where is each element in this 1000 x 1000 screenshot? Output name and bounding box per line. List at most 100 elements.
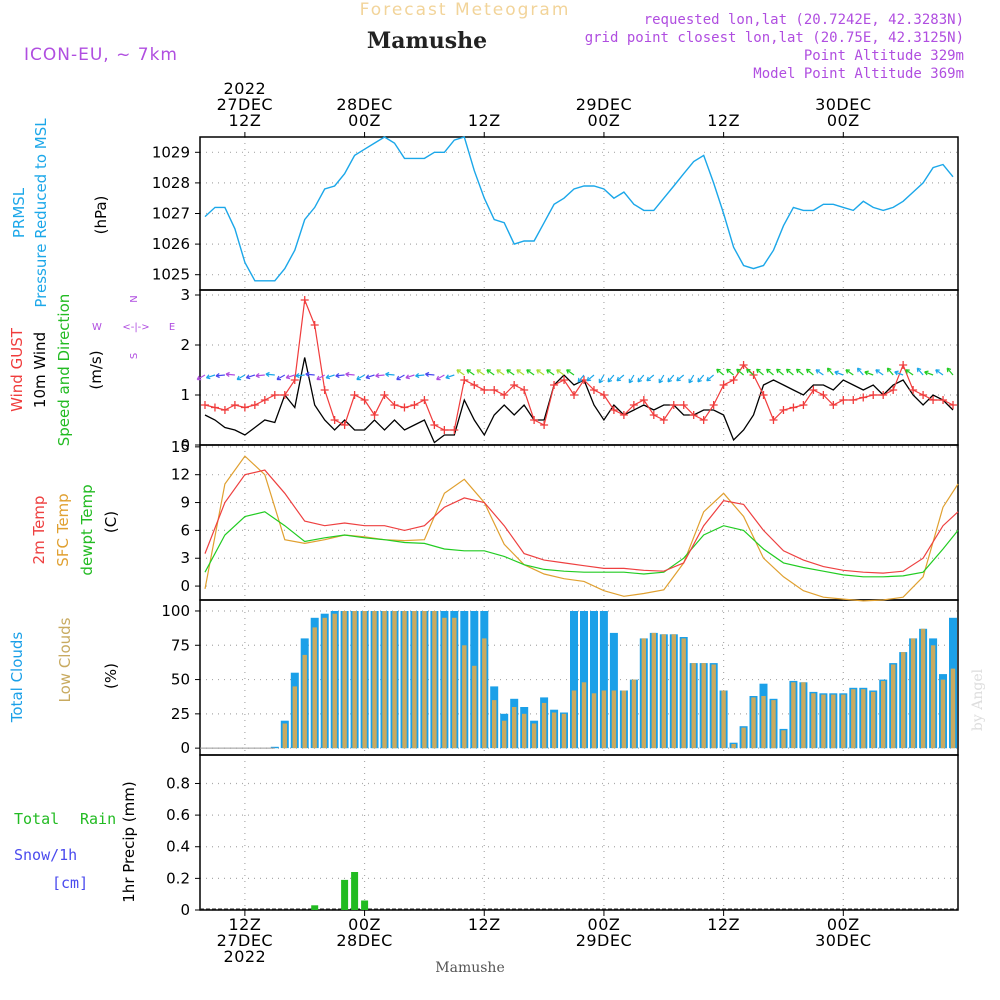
- wind-direction-arrow: [894, 370, 904, 376]
- y-tick-label: 0.4: [166, 838, 190, 856]
- low-cloud-bar: [940, 679, 946, 749]
- watermark: by Angel: [970, 668, 986, 731]
- gust-marker: [699, 416, 708, 424]
- panel-frame: [199, 754, 959, 911]
- wind-direction-arrow: [225, 371, 235, 377]
- gust-marker: [280, 391, 289, 399]
- bottom-time-label: 27DEC: [217, 931, 273, 950]
- wind-direction-arrow: [875, 369, 884, 376]
- wind-direction-arrow: [706, 374, 714, 382]
- top-time-label: 00Z: [588, 111, 621, 130]
- wind-direction-arrow: [205, 374, 216, 380]
- gust-marker: [510, 381, 519, 389]
- y-tick-label: 0: [180, 901, 190, 919]
- p1-label-unit: (hPa): [92, 196, 110, 235]
- bottom-time-label: 00Z: [588, 915, 621, 934]
- rain-bar: [351, 872, 359, 910]
- footer-station: Mamushe: [435, 960, 504, 976]
- low-cloud-bar: [891, 664, 896, 749]
- wind-direction-arrow: [276, 374, 286, 381]
- bottom-time-label: 00Z: [348, 915, 381, 934]
- forecast-title: Forecast Meteogram: [360, 0, 571, 20]
- station-title: Mamushe: [367, 28, 487, 54]
- low-cloud-bar: [691, 663, 696, 749]
- low-cloud-bar: [611, 690, 617, 749]
- y-tick-label: 0.8: [166, 774, 190, 792]
- gust-marker: [799, 401, 808, 409]
- low-cloud-bar: [671, 634, 676, 749]
- low-cloud-bar: [741, 727, 746, 749]
- gust-marker: [500, 391, 509, 399]
- gust-marker: [629, 401, 638, 409]
- total-cloud-bar: [570, 611, 578, 749]
- gust-marker: [390, 401, 399, 409]
- p4-label-low: Low Clouds: [56, 617, 74, 702]
- low-cloud-bar: [591, 693, 597, 749]
- wind-direction-arrow: [405, 374, 415, 380]
- model-altitude: Model Point Altitude 369m: [753, 66, 964, 82]
- gust-marker: [619, 411, 628, 419]
- low-cloud-bar: [841, 694, 846, 749]
- low-cloud-bar: [312, 627, 317, 749]
- wind-direction-arrow: [255, 373, 265, 379]
- wind-direction-arrow: [616, 374, 625, 382]
- gust-marker: [370, 411, 379, 419]
- low-cloud-bar: [920, 628, 926, 749]
- wind-direction-arrow: [476, 369, 485, 376]
- wind-direction-arrow: [365, 374, 375, 380]
- wind-direction-arrow: [667, 374, 675, 383]
- low-cloud-bar: [721, 690, 726, 749]
- panel-frame: [199, 289, 959, 446]
- gust-marker: [809, 386, 818, 394]
- gust-marker: [729, 376, 738, 384]
- low-cloud-bar: [282, 723, 287, 749]
- y-tick-label: 2: [180, 336, 190, 354]
- low-cloud-bar: [492, 700, 497, 749]
- p3-label-sfc: SFC Temp: [54, 493, 72, 566]
- gust-marker: [739, 361, 748, 369]
- grid-point-coords: grid point closest lon,lat (20.75E, 42.3…: [585, 30, 964, 46]
- wind-direction-arrow: [886, 367, 894, 376]
- gust-marker: [300, 296, 309, 304]
- rain-bar: [361, 900, 369, 910]
- wind-direction-arrow: [776, 368, 784, 376]
- gust-marker: [929, 396, 938, 404]
- y-tick-label: 1026: [152, 235, 190, 253]
- low-cloud-bar: [302, 654, 307, 749]
- gust-marker: [230, 401, 239, 409]
- low-cloud-bar: [551, 712, 557, 749]
- wind-direction-arrow: [946, 367, 954, 376]
- low-cloud-bar: [561, 713, 567, 749]
- gust-marker: [939, 396, 948, 404]
- gust-marker: [550, 381, 559, 389]
- gust-marker: [430, 421, 439, 429]
- low-cloud-bar: [881, 680, 886, 749]
- low-cloud-bar: [452, 617, 457, 749]
- low-cloud-bar: [661, 634, 666, 749]
- wind-direction-arrow: [516, 369, 525, 376]
- total-cloud-bar: [590, 611, 598, 749]
- gust-marker: [540, 421, 549, 429]
- gust-marker: [919, 391, 928, 399]
- wind-direction-arrow: [856, 367, 864, 376]
- compass-e: E: [169, 322, 175, 333]
- gust-marker: [490, 386, 499, 394]
- wind-direction-arrow: [637, 374, 645, 383]
- gust-marker: [440, 426, 449, 434]
- wind-direction-arrow: [676, 374, 685, 382]
- p2-label-wind: 10m Wind: [31, 332, 49, 408]
- sfc-temp-line: [204, 455, 959, 602]
- wind-direction-arrow: [628, 374, 635, 384]
- low-cloud-bar: [322, 617, 327, 749]
- panel-frame: [199, 444, 959, 601]
- low-cloud-bar: [541, 702, 547, 749]
- top-time-label: 12Z: [228, 111, 261, 130]
- gust-marker: [210, 403, 219, 412]
- y-tick-label: 1025: [152, 266, 190, 284]
- wind-direction-arrow: [756, 368, 764, 376]
- compass-cross: <-|->: [122, 322, 149, 333]
- compass-n: N: [129, 295, 140, 302]
- top-time-label: 00Z: [827, 111, 860, 130]
